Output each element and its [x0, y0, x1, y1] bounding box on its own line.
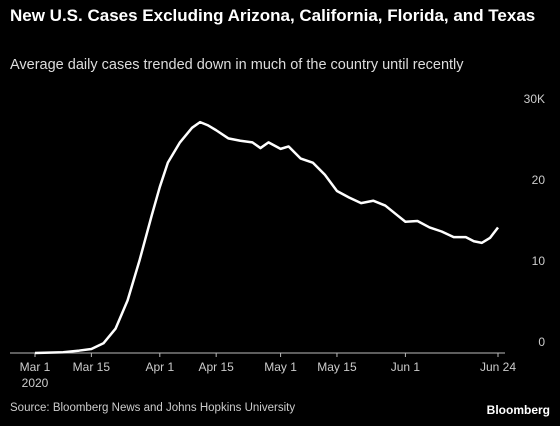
- x-tick-label: Jun 24: [480, 360, 516, 374]
- x-tick-label: Apr 15: [198, 360, 234, 374]
- chart-subtitle: Average daily cases trended down in much…: [10, 57, 464, 73]
- y-tick-label: 20: [532, 173, 546, 187]
- chart-title: New U.S. Cases Excluding Arizona, Califo…: [10, 6, 536, 25]
- brand-logo: Bloomberg: [486, 403, 550, 417]
- y-tick-label: 0: [538, 335, 545, 349]
- x-year-label: 2020: [22, 376, 49, 390]
- x-tick-label: May 15: [317, 360, 357, 374]
- x-tick-label: May 1: [264, 360, 297, 374]
- x-tick-label: Mar 15: [73, 360, 111, 374]
- x-tick-label: Jun 1: [391, 360, 421, 374]
- data-line: [34, 120, 499, 355]
- y-tick-label: 10: [532, 254, 546, 268]
- x-tick-label: Apr 1: [145, 360, 174, 374]
- source-note: Source: Bloomberg News and Johns Hopkins…: [10, 402, 296, 414]
- y-tick-label: 30K: [524, 92, 545, 106]
- x-tick-label: Mar 1: [20, 360, 51, 374]
